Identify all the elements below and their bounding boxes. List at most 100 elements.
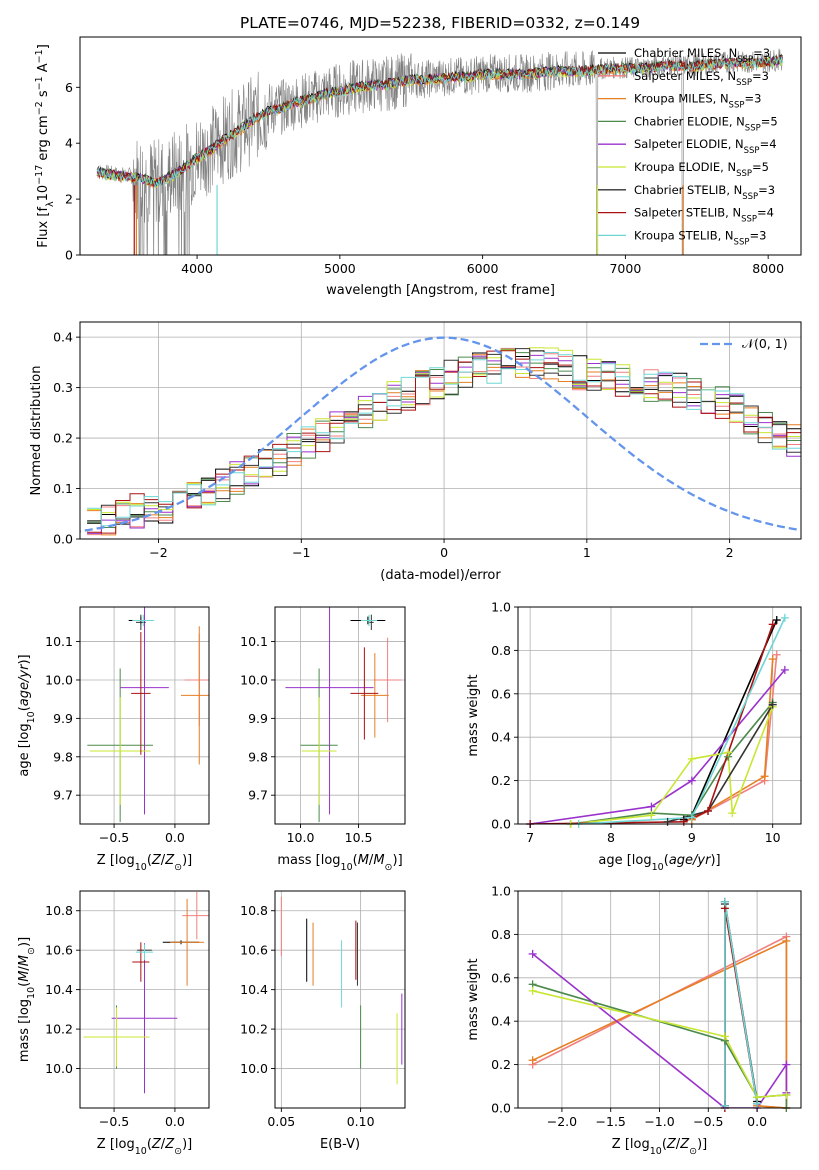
histogram-step-line: [87, 350, 801, 534]
x-tick-label: 0.0: [747, 1114, 767, 1129]
y-tick-label: 0.3: [53, 380, 73, 395]
y-axis-label: Flux [fλ10−17 erg cm−2 s−1 A−1]: [34, 44, 56, 248]
x-axis-label: age [log10(age/yr)]: [598, 853, 720, 873]
axes-frame: [79, 321, 802, 540]
legend-entry: Chabrier STELIB, NSSP=3: [634, 183, 775, 202]
y-tick-label: 10.0: [45, 672, 73, 687]
x-tick-label: −0.5: [99, 830, 129, 845]
x-axis-label: wavelength [Angstrom, rest frame]: [326, 283, 555, 298]
y-tick-label: 0.4: [491, 1014, 511, 1029]
x-tick-label: 10.5: [345, 830, 373, 845]
x-tick-label: 8: [607, 830, 615, 845]
series-line: [532, 990, 787, 1099]
y-tick-label: 0.1: [53, 481, 73, 496]
axes-age_vs_Z: −0.5 0.0 9.7 9.8 9.9 10.0 10.1 Z [log10(Z/Z⊙)] a…: [17, 606, 210, 873]
plot-area-spectrum: [96, 48, 783, 255]
axes-frame: [79, 36, 802, 256]
plot-area-age_vs_mass: [285, 607, 402, 823]
series-line: [578, 617, 786, 824]
plot-area-mass_weight_vs_age: [529, 617, 786, 824]
x-tick-label: −2: [149, 545, 167, 560]
axes-frame: [79, 606, 210, 825]
x-tick-label: 6000: [467, 261, 499, 276]
series-point-marker: [772, 616, 781, 625]
x-tick-label: −1.0: [644, 1114, 674, 1129]
y-tick-label: 10.8: [240, 903, 268, 918]
y-tick-label: 10.6: [45, 943, 73, 958]
y-axis-label: mass weight: [466, 674, 481, 756]
y-tick-label: 10.2: [240, 1022, 268, 1037]
y-tick-label: 6: [65, 80, 73, 95]
x-tick-label: 0.10: [347, 1114, 375, 1129]
y-tick-label: 0.0: [491, 817, 511, 832]
x-tick-label: 7: [526, 830, 534, 845]
x-tick-label: 0: [440, 545, 448, 560]
series-point-marker: [720, 897, 729, 906]
histogram-step-line: [87, 352, 801, 527]
x-tick-label: 0.05: [267, 1114, 295, 1129]
series-point-marker: [780, 665, 789, 674]
axes-frame: [274, 890, 406, 1109]
x-axis-label: mass [log10(M/M⊙)]: [277, 853, 402, 873]
legend-entry: Kroupa MILES, NSSP=3: [634, 92, 761, 111]
axes-frame: [517, 606, 802, 825]
series-point-marker: [720, 1032, 729, 1041]
x-axis-label: Z [log10(Z/Z⊙)]: [97, 853, 192, 873]
y-tick-label: 0.0: [491, 1101, 511, 1116]
y-tick-label: 10.4: [240, 982, 268, 997]
y-tick-label: 10.0: [240, 672, 268, 687]
legend-entry: Salpeter MILES, NSSP=3: [634, 69, 769, 88]
y-tick-label: 10.0: [45, 1061, 73, 1076]
series-point-marker: [687, 813, 696, 822]
y-tick-label: 10.2: [45, 1022, 73, 1037]
series-point-marker: [768, 700, 777, 709]
y-tick-label: 4: [65, 136, 73, 151]
y-tick-label: 9.9: [53, 711, 73, 726]
x-tick-label: −1.5: [596, 1114, 626, 1129]
y-tick-label: 2: [65, 192, 73, 207]
legend-entry: Kroupa STELIB, NSSP=3: [634, 228, 766, 247]
y-tick-label: 9.7: [53, 788, 73, 803]
series-point-marker: [528, 986, 537, 995]
axes-frame: [79, 890, 210, 1109]
y-axis-label: Normed distribution: [29, 366, 44, 496]
y-axis-label: age [log10(age/yr)]: [17, 654, 37, 776]
legend: Chabrier MILES, NSSP=3 Salpeter MILES, NS…: [598, 46, 778, 247]
x-tick-label: 9: [688, 830, 696, 845]
series-point-marker: [753, 1099, 762, 1108]
axes-residuals: −2 −1 0 1 2 0.0 0.1 0.2 0.3 0.4 (data-model)/error…: [29, 321, 802, 583]
y-axis-label: mass weight: [466, 958, 481, 1040]
axes-mass_weight_vs_age: 7 8 9 10 0.0 0.2 0.4 0.6 0.8 1.0 age [log10(age/yr…: [466, 600, 802, 873]
y-tick-label: 10.6: [240, 943, 268, 958]
series-point-marker: [782, 1060, 791, 1069]
x-tick-label: −1: [292, 545, 310, 560]
y-tick-label: 0.2: [53, 431, 73, 446]
series-line: [532, 939, 788, 1108]
y-tick-label: 1.0: [491, 600, 511, 615]
x-tick-label: 0.0: [165, 1114, 185, 1129]
y-tick-label: 10.8: [45, 903, 73, 918]
x-axis-label: Z [log10(Z/Z⊙)]: [612, 1137, 707, 1157]
series-point-marker: [647, 802, 656, 811]
y-tick-label: 9.8: [248, 749, 268, 764]
y-tick-label: 10.1: [45, 634, 73, 649]
legend-entry: 𝒩(0, 1): [742, 336, 788, 351]
x-tick-label: 4000: [181, 261, 213, 276]
axes-mass_vs_EBV: 0.05 0.10 10.0 10.2 10.4 10.6 10.8 E(B-V): [240, 890, 406, 1152]
y-tick-label: 0.4: [491, 730, 511, 745]
series-point-marker: [528, 949, 537, 958]
x-tick-label: 7000: [609, 261, 641, 276]
series-point-marker: [704, 806, 713, 815]
y-tick-label: 9.8: [53, 749, 73, 764]
series-point-marker: [768, 655, 777, 664]
plot-area-age_vs_Z: [87, 607, 209, 823]
series-point-marker: [780, 613, 789, 622]
legend-entry: Chabrier ELODIE, NSSP=5: [634, 114, 778, 133]
series-point-marker: [687, 754, 696, 763]
x-tick-label: −2.0: [547, 1114, 577, 1129]
legend-entry: Chabrier MILES, NSSP=3: [634, 46, 770, 65]
series-line: [532, 953, 788, 1108]
y-tick-label: 0.6: [491, 686, 511, 701]
series-point-marker: [687, 776, 696, 785]
